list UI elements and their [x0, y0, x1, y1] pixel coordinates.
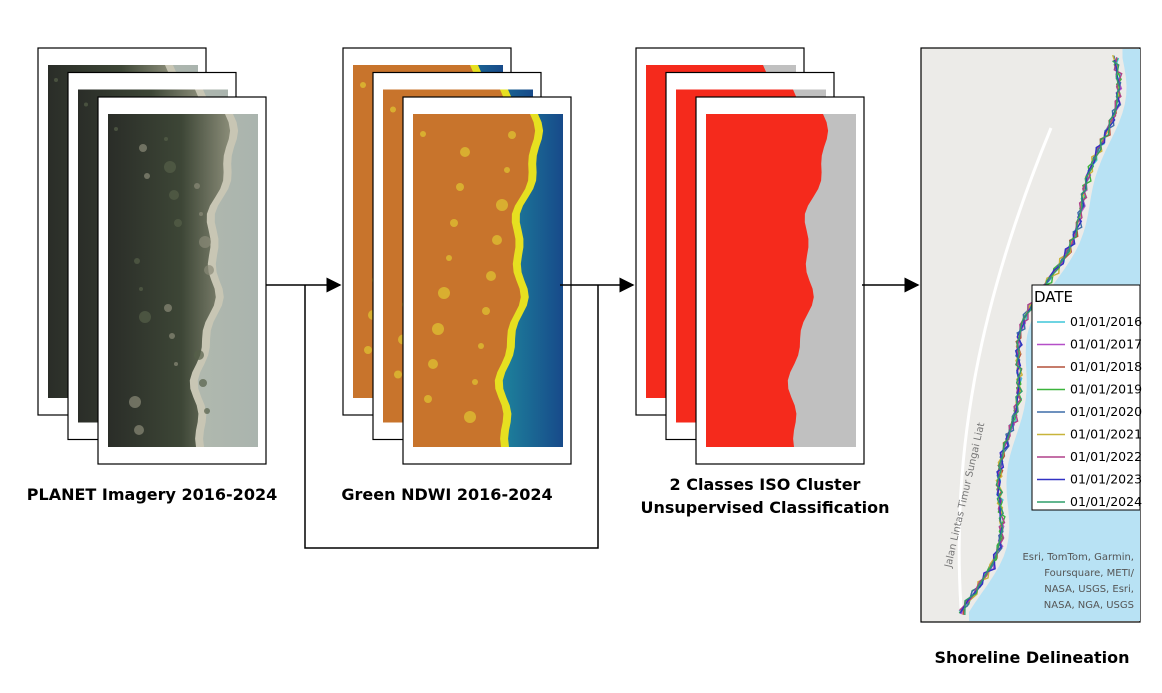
legend-label: 01/01/2024	[1070, 494, 1142, 509]
image-land	[706, 114, 829, 447]
image-texture	[482, 307, 490, 315]
legend-label: 01/01/2022	[1070, 449, 1142, 464]
image-texture	[164, 137, 168, 141]
image-texture	[492, 235, 502, 245]
image-texture	[496, 199, 508, 211]
caption: PLANET Imagery 2016-2024	[27, 485, 277, 504]
legend-label: 01/01/2018	[1070, 359, 1142, 374]
attribution: NASA, NGA, USGS	[1044, 600, 1134, 611]
image-texture	[134, 425, 144, 435]
image-texture	[472, 379, 478, 385]
image-texture	[204, 265, 214, 275]
image-texture	[54, 78, 58, 82]
image-texture	[174, 362, 178, 366]
caption: Green NDWI 2016-2024	[341, 485, 552, 504]
image-texture	[390, 106, 396, 113]
image-texture	[460, 147, 470, 157]
caption: Shoreline Delineation	[934, 648, 1129, 667]
caption: 2 Classes ISO Cluster	[670, 475, 861, 494]
image-texture	[84, 102, 88, 107]
legend-label: 01/01/2021	[1070, 427, 1142, 442]
image-texture	[204, 408, 210, 414]
image-texture	[199, 212, 203, 216]
image-texture	[164, 304, 172, 312]
image-texture	[129, 396, 141, 408]
image-texture	[199, 236, 211, 248]
image-texture	[456, 183, 464, 191]
image-texture	[424, 395, 432, 403]
map-road	[957, 127, 1053, 609]
image-texture	[139, 144, 147, 152]
image-texture	[360, 82, 366, 88]
image-texture	[394, 370, 402, 379]
image-texture	[432, 323, 444, 335]
image-texture	[194, 350, 204, 360]
image-texture	[504, 167, 510, 173]
image-texture	[486, 271, 496, 281]
image-texture	[464, 411, 476, 423]
legend-title: DATE	[1034, 288, 1073, 306]
image-texture	[134, 258, 140, 264]
image-texture	[194, 183, 200, 189]
image-texture	[364, 346, 372, 354]
image-texture	[446, 255, 452, 261]
image-texture	[139, 311, 151, 323]
attribution: Esri, TomTom, Garmin,	[1022, 552, 1134, 563]
image-texture	[428, 359, 438, 369]
image-texture	[169, 190, 179, 200]
image-texture	[114, 127, 118, 131]
image-texture	[478, 343, 484, 349]
image-texture	[508, 131, 516, 139]
image-land	[108, 114, 231, 447]
loop-line	[304, 285, 599, 549]
shoreline	[964, 60, 1121, 616]
image-texture	[169, 333, 175, 339]
image-texture	[450, 219, 458, 227]
legend-label: 01/01/2019	[1070, 382, 1142, 397]
attribution: Foursquare, METI/	[1044, 568, 1134, 579]
image-texture	[438, 287, 450, 299]
attribution: NASA, USGS, Esri,	[1044, 584, 1134, 595]
legend-label: 01/01/2023	[1070, 472, 1142, 487]
image-texture	[420, 131, 426, 137]
image-texture	[174, 219, 182, 227]
legend-label: 01/01/2017	[1070, 337, 1142, 352]
legend-label: 01/01/2020	[1070, 404, 1142, 419]
legend-label: 01/01/2016	[1070, 314, 1142, 329]
shoreline-map: Jalan Lintas Timur Sungai Liat Esri, TomT…	[920, 47, 1142, 623]
image-texture	[164, 161, 176, 173]
image-texture	[144, 173, 150, 179]
image-stacks	[37, 47, 865, 465]
caption: Unsupervised Classification	[640, 498, 889, 517]
image-texture	[199, 379, 207, 387]
image-texture	[139, 287, 143, 291]
image-land	[413, 114, 536, 447]
arrows	[266, 277, 920, 549]
